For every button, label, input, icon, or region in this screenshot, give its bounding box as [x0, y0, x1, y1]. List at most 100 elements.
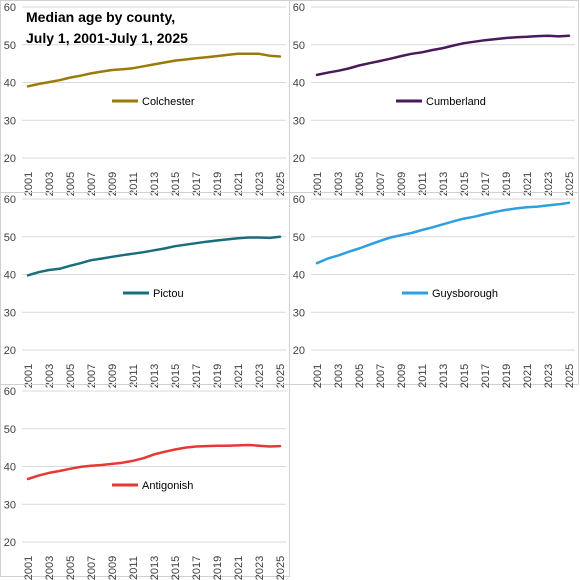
panel-frame — [0, 384, 290, 577]
x-tick-label-2017: 2017 — [480, 172, 492, 196]
x-tick-label-2011: 2011 — [417, 172, 429, 196]
x-tick-label-2023: 2023 — [543, 172, 555, 196]
x-tick-label-2005: 2005 — [354, 364, 366, 388]
x-tick-label-2001: 2001 — [23, 172, 35, 196]
x-tick-label-2025: 2025 — [275, 556, 287, 580]
x-tick-label-2007: 2007 — [86, 364, 98, 388]
x-tick-label-2001: 2001 — [312, 172, 324, 196]
y-tick-label-40: 40 — [293, 78, 305, 90]
y-tick-label-60: 60 — [293, 2, 305, 14]
x-tick-label-2009: 2009 — [396, 172, 408, 196]
x-tick-label-2003: 2003 — [333, 364, 345, 388]
y-tick-label-60: 60 — [4, 2, 16, 14]
legend-label-guysborough: Guysborough — [432, 288, 498, 300]
y-tick-label-60: 60 — [293, 194, 305, 206]
x-tick-label-2021: 2021 — [233, 172, 245, 196]
x-tick-label-2025: 2025 — [275, 172, 287, 196]
y-tick-label-30: 30 — [293, 307, 305, 319]
x-tick-label-2009: 2009 — [107, 364, 119, 388]
x-tick-label-2017: 2017 — [480, 364, 492, 388]
x-tick-label-2017: 2017 — [191, 556, 203, 580]
y-tick-label-20: 20 — [4, 153, 16, 165]
y-tick-label-30: 30 — [4, 115, 16, 127]
x-tick-label-2001: 2001 — [23, 364, 35, 388]
x-tick-label-2009: 2009 — [107, 172, 119, 196]
x-tick-label-2021: 2021 — [522, 364, 534, 388]
x-tick-label-2023: 2023 — [543, 364, 555, 388]
x-tick-label-2013: 2013 — [149, 556, 161, 580]
y-tick-label-40: 40 — [4, 270, 16, 282]
legend-label-pictou: Pictou — [153, 288, 184, 300]
y-tick-label-60: 60 — [4, 386, 16, 398]
series-line-guysborough — [315, 201, 571, 265]
x-tick-label-2023: 2023 — [254, 556, 266, 580]
x-tick-label-2015: 2015 — [170, 364, 182, 388]
x-tick-label-2017: 2017 — [191, 172, 203, 196]
x-tick-label-2001: 2001 — [23, 556, 35, 580]
chart-title-line-2: July 1, 2001-July 1, 2025 — [26, 30, 188, 46]
x-tick-label-2013: 2013 — [438, 172, 450, 196]
x-tick-label-2011: 2011 — [128, 556, 140, 580]
x-tick-label-2013: 2013 — [438, 364, 450, 388]
y-tick-label-60: 60 — [4, 194, 16, 206]
y-tick-label-20: 20 — [293, 345, 305, 357]
panel-antigonish: 20 30 40 50 60 2001 2003 2005 2007 2009 2011 2013 20… — [0, 384, 290, 580]
x-tick-label-2007: 2007 — [375, 364, 387, 388]
x-tick-label-2003: 2003 — [44, 172, 56, 196]
series-line-cumberland — [315, 34, 571, 77]
legend-label-cumberland: Cumberland — [426, 96, 486, 108]
x-tick-label-2023: 2023 — [254, 172, 266, 196]
x-tick-label-2005: 2005 — [65, 364, 77, 388]
x-tick-label-2015: 2015 — [170, 172, 182, 196]
y-tick-label-30: 30 — [4, 307, 16, 319]
x-tick-label-2019: 2019 — [212, 364, 224, 388]
x-tick-label-2025: 2025 — [275, 364, 287, 388]
y-tick-label-50: 50 — [4, 232, 16, 244]
series-line-colchester — [26, 52, 282, 88]
y-tick-label-50: 50 — [293, 232, 305, 244]
y-tick-label-50: 50 — [4, 424, 16, 436]
series-line-pictou — [26, 235, 282, 277]
x-tick-label-2025: 2025 — [564, 364, 576, 388]
chart-title-line-1: Median age by county, — [26, 9, 175, 25]
x-tick-label-2021: 2021 — [233, 556, 245, 580]
legend-label-colchester: Colchester — [142, 96, 195, 108]
x-tick-label-2019: 2019 — [501, 172, 513, 196]
x-tick-label-2001: 2001 — [312, 364, 324, 388]
x-tick-label-2013: 2013 — [149, 172, 161, 196]
y-tick-label-20: 20 — [293, 153, 305, 165]
x-tick-label-2009: 2009 — [396, 364, 408, 388]
panel-frame — [0, 192, 290, 385]
y-tick-label-20: 20 — [4, 345, 16, 357]
x-tick-label-2015: 2015 — [170, 556, 182, 580]
x-tick-label-2011: 2011 — [128, 172, 140, 196]
x-tick-label-2003: 2003 — [44, 556, 56, 580]
x-tick-label-2015: 2015 — [459, 172, 471, 196]
x-tick-label-2011: 2011 — [417, 364, 429, 388]
x-tick-label-2003: 2003 — [333, 172, 345, 196]
x-tick-label-2017: 2017 — [191, 364, 203, 388]
y-tick-label-40: 40 — [4, 78, 16, 90]
y-tick-label-30: 30 — [293, 115, 305, 127]
x-tick-label-2005: 2005 — [65, 556, 77, 580]
x-tick-label-2007: 2007 — [86, 172, 98, 196]
x-tick-label-2015: 2015 — [459, 364, 471, 388]
panel-colchester: 20 30 40 50 60 2001 2003 2005 2007 2009 2011 2013 20… — [0, 0, 290, 196]
panel-cumberland: 20 30 40 50 60 2001 2003 2005 2007 2009 2011 2013 20… — [289, 0, 579, 196]
x-tick-label-2019: 2019 — [212, 172, 224, 196]
x-tick-label-2005: 2005 — [65, 172, 77, 196]
x-tick-label-2007: 2007 — [375, 172, 387, 196]
panel-frame — [289, 192, 579, 385]
x-tick-label-2019: 2019 — [212, 556, 224, 580]
x-tick-label-2019: 2019 — [501, 364, 513, 388]
x-tick-label-2005: 2005 — [354, 172, 366, 196]
y-tick-label-40: 40 — [4, 462, 16, 474]
x-tick-label-2003: 2003 — [44, 364, 56, 388]
x-tick-label-2011: 2011 — [128, 364, 140, 388]
legend-label-antigonish: Antigonish — [142, 480, 193, 492]
x-tick-label-2025: 2025 — [564, 172, 576, 196]
panel-pictou: 20 30 40 50 60 2001 2003 2005 2007 2009 2011 2013 20… — [0, 192, 290, 388]
y-tick-label-30: 30 — [4, 499, 16, 511]
